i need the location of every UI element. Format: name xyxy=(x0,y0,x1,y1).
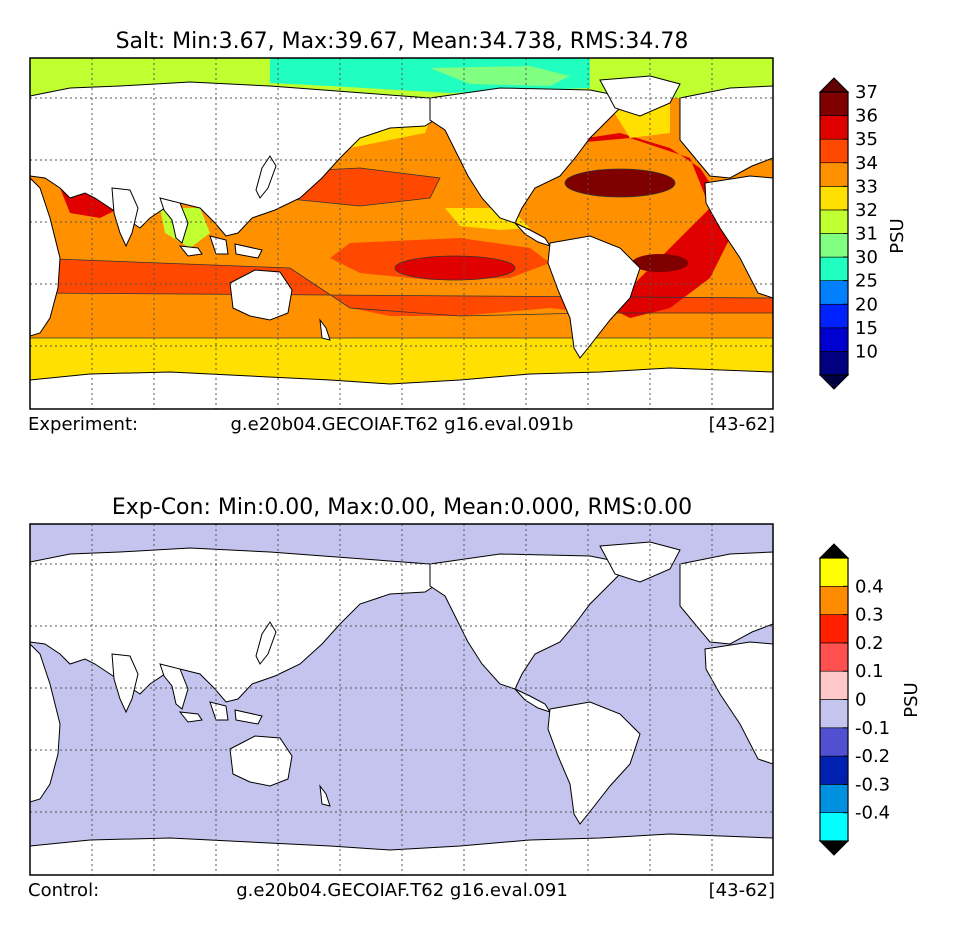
salt-band-atlantic xyxy=(520,133,730,318)
diff-colorbar-tick-label: 0.4 xyxy=(855,576,884,597)
salt-colorbar-tick-label: 15 xyxy=(855,318,878,339)
diff-colorbar-tick-label: -0.1 xyxy=(855,718,890,739)
salt-colorbar-tick-label: 33 xyxy=(855,176,878,197)
salt-map xyxy=(30,58,773,409)
salt-caption-label: Experiment: xyxy=(28,414,138,435)
diff-colorbar-tick-label: -0.4 xyxy=(855,803,890,824)
salt-caption-case: g.e20b04.GECOIAF.T62 g16.eval.091b xyxy=(231,414,574,435)
diff-colorbar-tick-label: 0.1 xyxy=(855,661,884,682)
salt-colorbar-tick-label: 36 xyxy=(855,106,878,127)
salt-colorbar-tick-label: 30 xyxy=(855,247,878,268)
diff-colorbar-cell-3 xyxy=(819,727,849,757)
salt-colorbar-tick-label: 34 xyxy=(855,153,878,174)
diff-colorbar-cell-2 xyxy=(819,755,849,785)
diff-colorbar-tick-label: -0.3 xyxy=(855,774,890,795)
salt-colorbar-unit: PSU xyxy=(887,218,908,253)
salt-colorbar-extend-low xyxy=(818,374,850,390)
salt-colorbar-cell-10 xyxy=(819,115,849,140)
salt-colorbar-tick-label: 31 xyxy=(855,224,878,245)
diff-caption-case: g.e20b04.GECOIAF.T62 g16.eval.091 xyxy=(236,880,568,901)
diff-colorbar-cell-1 xyxy=(819,784,849,814)
salt-colorbar-tick-label: 10 xyxy=(855,341,878,362)
diff-colorbar-cell-8 xyxy=(819,585,849,615)
salt-colorbar-tick-label: 25 xyxy=(855,271,878,292)
diff-colorbar-cell-0 xyxy=(819,812,849,842)
salt-colorbar-cell-8 xyxy=(819,162,849,187)
diff-colorbar-extend-high xyxy=(818,543,850,559)
diff-colorbar: -0.4 -0.3 -0.2 -0.1 0 0.1 0.2 0.3 0.4 xyxy=(818,543,890,856)
salt-colorbar-cell-6 xyxy=(819,209,849,234)
diff-colorbar-cell-6 xyxy=(819,642,849,672)
diff-colorbar-tick-label: 0.2 xyxy=(855,633,884,654)
salt-colorbar-extend-high xyxy=(818,77,850,93)
diff-colorbar-unit: PSU xyxy=(901,682,922,717)
diff-colorbar-tick-label: -0.2 xyxy=(855,746,890,767)
salt-caption-years: [43-62] xyxy=(709,414,775,435)
salt-colorbar-cell-3 xyxy=(819,280,849,305)
salt-colorbar-cell-7 xyxy=(819,186,849,211)
salt-colorbar-cell-5 xyxy=(819,233,849,258)
salt-colorbar-tick-label: 32 xyxy=(855,200,878,221)
diff-colorbar-cell-4 xyxy=(819,699,849,729)
salt-colorbar-cell-11 xyxy=(819,91,849,116)
salt-colorbar-cell-4 xyxy=(819,256,849,281)
diff-caption-years: [43-62] xyxy=(709,880,775,901)
salt-band-pacific-s-max xyxy=(395,256,515,280)
diff-colorbar-extend-low xyxy=(818,840,850,856)
diff-colorbar-tick-label: 0 xyxy=(855,690,866,711)
diff-colorbar-cell-7 xyxy=(819,614,849,644)
salt-band-atlantic-s-max xyxy=(632,254,688,272)
diff-map-frame xyxy=(29,523,774,876)
salt-colorbar-cell-0 xyxy=(819,351,849,376)
salt-colorbar-cell-2 xyxy=(819,303,849,329)
salt-colorbar-cell-9 xyxy=(819,138,849,164)
salt-colorbar-cell-1 xyxy=(819,327,849,352)
diff-colorbar-cell-5 xyxy=(819,670,849,700)
salt-colorbar-tick-label: 35 xyxy=(855,129,878,150)
salt-colorbar-tick-label: 37 xyxy=(855,82,878,103)
salt-title: Salt: Min:3.67, Max:39.67, Mean:34.738, … xyxy=(116,29,689,54)
salt-colorbar-tick-label: 20 xyxy=(855,294,878,315)
diff-map xyxy=(30,524,773,875)
diff-colorbar-cell-9 xyxy=(819,557,849,587)
diff-caption-label: Control: xyxy=(28,880,99,901)
salt-band-arctic-mid xyxy=(430,66,570,86)
diff-title: Exp-Con: Min:0.00, Max:0.00, Mean:0.000,… xyxy=(112,495,692,520)
salt-band-atlantic-n-max xyxy=(565,169,675,197)
salt-map-frame xyxy=(29,57,774,410)
diff-colorbar-tick-label: 0.3 xyxy=(855,605,884,626)
